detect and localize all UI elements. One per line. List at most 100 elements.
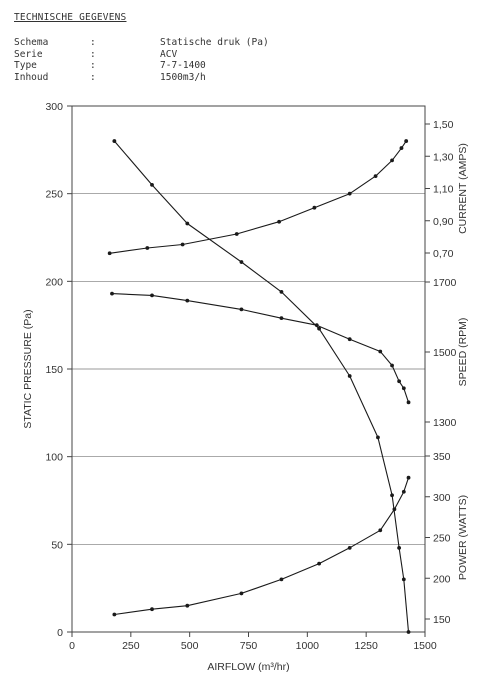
data-point xyxy=(234,232,239,236)
right-axis-tick-label: 0,90 xyxy=(433,216,454,228)
right-axis-tick-label: 1,10 xyxy=(433,184,454,196)
data-point xyxy=(317,561,321,566)
data-point xyxy=(312,205,317,210)
header-value: Statische druk (Pa) xyxy=(160,37,269,48)
y-tick-label: 300 xyxy=(45,101,63,113)
data-point xyxy=(397,379,402,384)
data-point xyxy=(390,493,394,498)
header-value: ACV xyxy=(160,48,178,60)
data-point xyxy=(279,577,284,582)
data-point xyxy=(145,246,150,250)
data-point xyxy=(150,607,154,612)
right-axis-tick-label: 1300 xyxy=(433,417,457,429)
header-row-type: Type : 7-7-1400 xyxy=(14,60,269,72)
data-point xyxy=(150,293,154,298)
x-tick-label: 1250 xyxy=(354,640,378,652)
right-axis-tick-label: 1,30 xyxy=(433,151,454,163)
header-key: Schema xyxy=(14,37,49,48)
x-tick-label: 0 xyxy=(69,640,75,652)
y-tick-label: 0 xyxy=(57,627,63,639)
data-point xyxy=(406,630,411,634)
data-point xyxy=(107,251,112,256)
data-point xyxy=(185,603,190,608)
x-tick-label: 1500 xyxy=(413,640,437,652)
y-tick-label: 250 xyxy=(45,189,63,201)
header-sep: : xyxy=(90,37,96,48)
data-point xyxy=(406,475,411,480)
data-point xyxy=(239,307,244,312)
right-axis-tick-label: 1500 xyxy=(433,347,457,359)
right-axis-tick-label: 0,70 xyxy=(433,248,454,260)
data-point xyxy=(390,158,394,163)
header-row-schema: Schema : Statische druk (Pa) xyxy=(14,37,269,49)
data-point xyxy=(390,363,394,368)
data-point xyxy=(347,337,352,342)
y-tick-label: 100 xyxy=(45,452,63,464)
header-sep: : xyxy=(90,48,96,60)
data-point xyxy=(397,545,402,550)
data-point xyxy=(373,174,378,179)
header-value: 7-7-1400 xyxy=(160,60,206,71)
right-axis-title: SPEED (RPM) xyxy=(457,318,469,387)
header-title: TECHNISCHE GEGEVENS xyxy=(14,12,127,23)
header-key: Inhoud xyxy=(14,71,49,83)
data-point xyxy=(239,260,244,264)
right-axis-tick-label: 150 xyxy=(433,614,451,626)
header-table: Schema : Statische druk (Pa) Serie : ACV… xyxy=(14,37,269,83)
data-point xyxy=(314,323,319,328)
data-point xyxy=(180,242,185,247)
data-point xyxy=(399,146,404,150)
data-point xyxy=(112,612,117,617)
data-point xyxy=(317,326,321,331)
data-point xyxy=(376,435,380,440)
y-tick-label: 50 xyxy=(51,539,63,551)
data-point xyxy=(279,289,284,294)
data-point xyxy=(347,545,352,550)
data-point xyxy=(406,400,411,405)
data-point xyxy=(112,139,117,143)
right-axis-tick-label: 200 xyxy=(433,573,451,585)
data-point xyxy=(401,489,406,494)
right-axis-tick-label: 1700 xyxy=(433,277,457,289)
data-point xyxy=(279,316,284,321)
right-axis-tick-label: 350 xyxy=(433,451,451,463)
right-axis-tick-label: 1,50 xyxy=(433,119,454,131)
series-line xyxy=(109,140,407,254)
technical-data-header: TECHNISCHE GEGEVENS Schema : Statische d… xyxy=(14,12,269,83)
header-key: Type xyxy=(14,60,37,71)
right-axis-title: CURRENT (AMPS) xyxy=(457,143,469,234)
header-sep: : xyxy=(90,71,96,83)
data-point xyxy=(347,374,352,378)
data-point xyxy=(392,507,397,512)
right-axis-tick-label: 250 xyxy=(433,533,451,545)
data-point xyxy=(239,591,244,596)
header-row-inhoud: Inhoud : 1500m3/h xyxy=(14,72,269,84)
x-tick-label: 250 xyxy=(122,640,140,652)
right-axis-tick-label: 300 xyxy=(433,492,451,504)
header-row-serie: Serie : ACV xyxy=(14,49,269,61)
data-point xyxy=(185,298,190,303)
y-axis-title: STATIC PRESSURE (Pa) xyxy=(22,309,34,428)
x-tick-label: 1000 xyxy=(296,640,320,652)
data-point xyxy=(110,291,114,296)
x-axis-title: AIRFLOW (m³/hr) xyxy=(207,661,289,673)
data-point xyxy=(378,349,383,354)
y-tick-label: 200 xyxy=(45,276,63,288)
series-line xyxy=(111,293,410,403)
data-point xyxy=(401,577,406,582)
data-point xyxy=(150,183,154,187)
series-line xyxy=(114,477,410,616)
header-key: Serie xyxy=(14,48,43,60)
data-point xyxy=(185,221,190,226)
data-point xyxy=(347,191,352,196)
x-tick-label: 500 xyxy=(181,640,199,652)
x-tick-label: 750 xyxy=(240,640,258,652)
data-point xyxy=(277,219,281,224)
series-line xyxy=(113,140,410,633)
right-axis-title: POWER (WATTS) xyxy=(457,495,469,580)
header-value: 1500m3/h xyxy=(160,71,206,83)
data-point xyxy=(401,386,406,391)
data-point xyxy=(378,528,383,533)
header-sep: : xyxy=(90,60,96,71)
